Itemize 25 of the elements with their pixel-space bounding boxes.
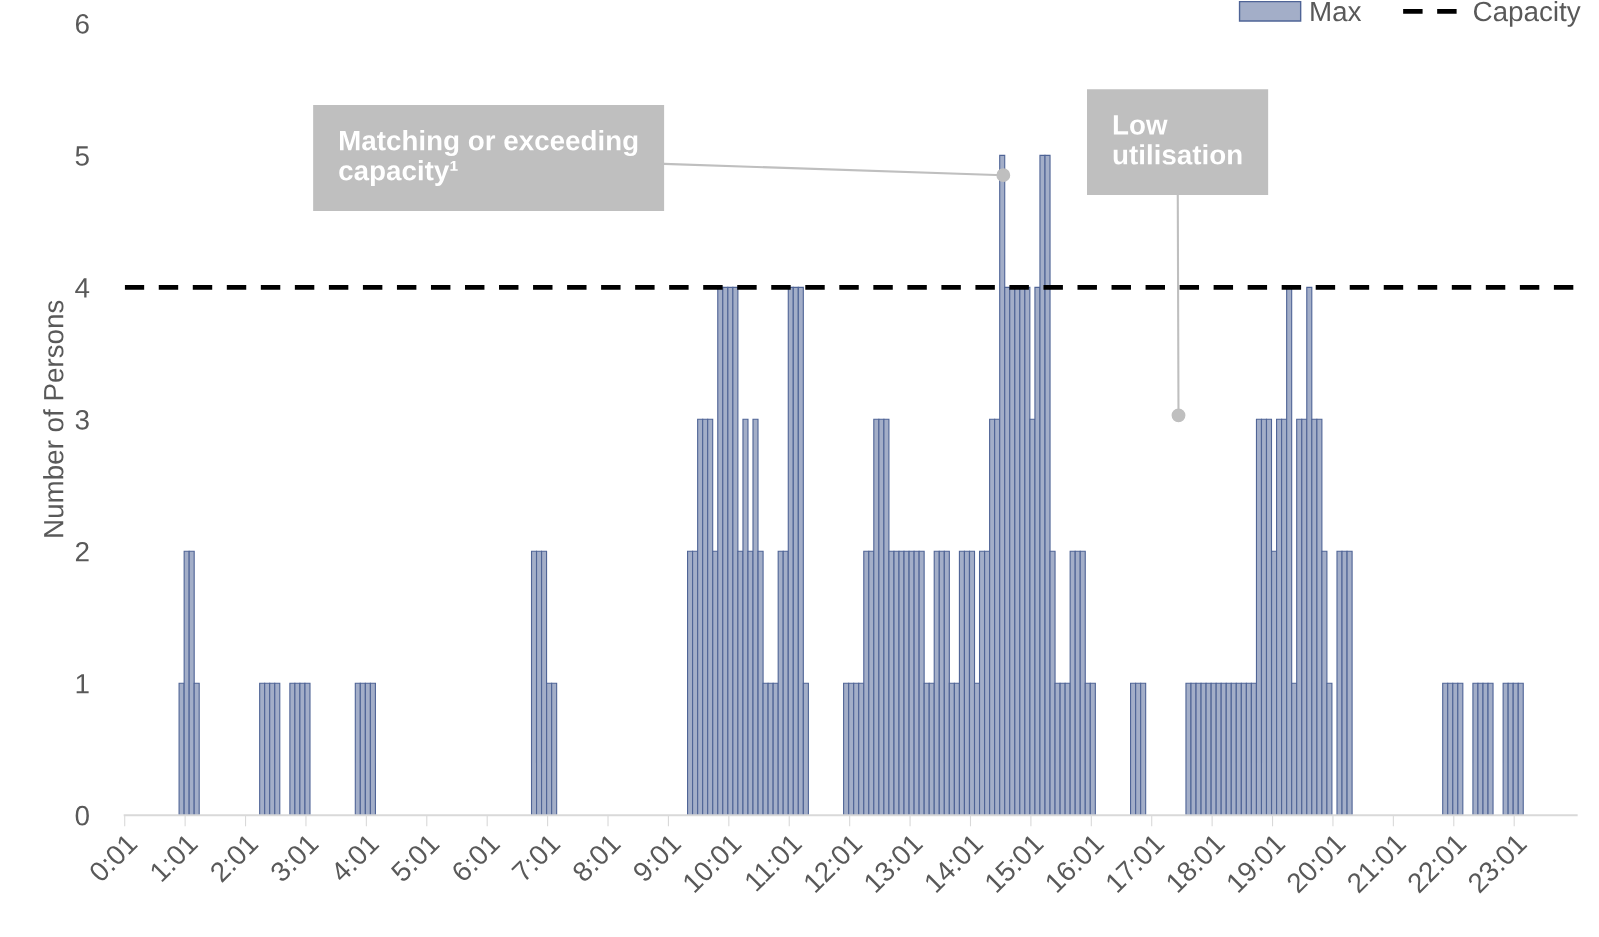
y-axis-title: Number of Persons — [43, 300, 64, 537]
x-tick-label: 6:01 — [450, 832, 501, 883]
y-tick-label: 3 — [75, 409, 89, 430]
legend-label: Max — [1311, 1, 1362, 22]
x-tick-label: 3:01 — [269, 832, 320, 884]
x-tick-label: 7:01 — [510, 832, 562, 883]
x-tick-label: 4:01 — [329, 832, 380, 884]
x-tick-label: 8:01 — [571, 832, 622, 883]
annotation: Low utilisation — [1113, 115, 1242, 165]
x-tick-label: 9:01 — [631, 832, 682, 883]
y-tick-label: 1 — [76, 674, 89, 694]
bar — [1517, 682, 1524, 816]
bar — [369, 682, 376, 816]
bar — [1089, 682, 1096, 816]
annotation: Matching or exceeding capacity¹ — [339, 130, 638, 186]
x-tick-label: 2:01 — [208, 832, 260, 883]
x-tick-label: 5:01 — [389, 832, 441, 884]
x-tick-label: 1:01 — [148, 832, 199, 883]
y-tick-label: 5 — [75, 146, 89, 166]
y-tick-label: 4 — [75, 278, 90, 298]
y-tick-label: 0 — [75, 805, 89, 826]
legend-label: Capacity — [1473, 0, 1581, 27]
y-tick-label: 6 — [75, 14, 89, 34]
x-tick-label: 0:01 — [87, 832, 139, 884]
y-tick-label: 2 — [75, 541, 89, 562]
